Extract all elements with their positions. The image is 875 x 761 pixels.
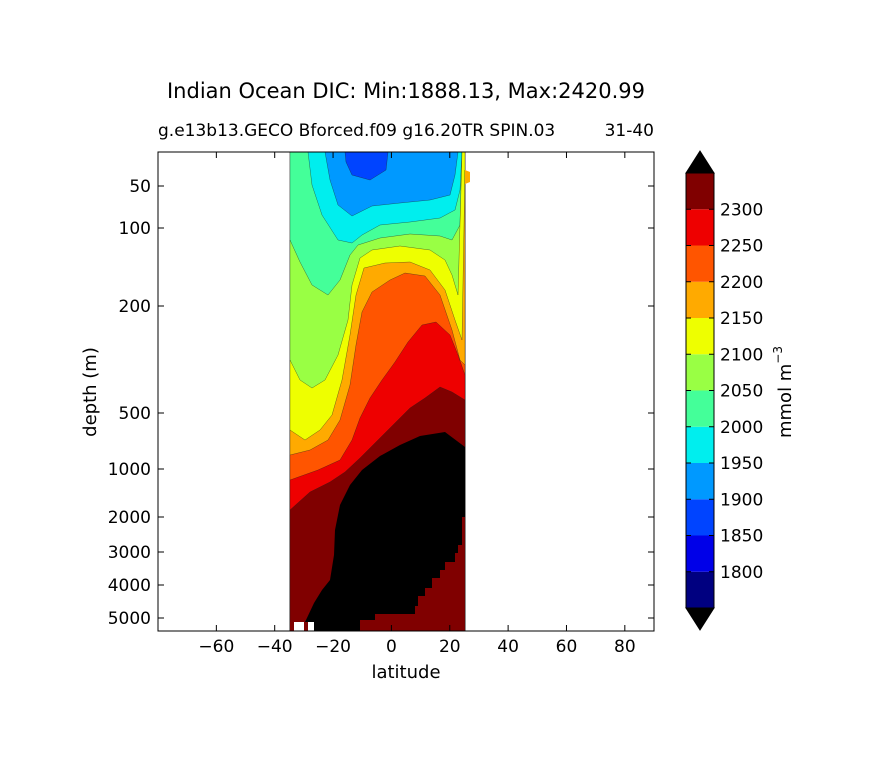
x-ticks: −60 −40 −20 0 20 40 60 80 <box>198 152 636 657</box>
bottom-edge <box>290 622 294 631</box>
x-tick-label: −20 <box>315 637 351 657</box>
colorbar-swatch-1950 <box>686 426 714 463</box>
colorbar-swatch-2250 <box>686 209 714 246</box>
chart-subtitle: g.e13b13.GECO Bforced.f09 g16.20TR SPIN.… <box>158 121 555 141</box>
colorbar-swatch-1800 <box>686 535 714 572</box>
colorbar-tick-label: 1850 <box>720 527 763 547</box>
y-axis-label: depth (m) <box>80 347 101 437</box>
colorbar-label: mmol m−3 <box>771 346 796 438</box>
x-tick-label: 60 <box>556 637 578 657</box>
y-tick-label: 200 <box>119 297 151 317</box>
colorbar-extend-under <box>685 607 715 631</box>
chart-title: Indian Ocean DIC: Min:1888.13, Max:2420.… <box>167 79 645 103</box>
colorbar-swatch-1900 <box>686 463 714 500</box>
x-tick-label: 40 <box>497 637 519 657</box>
x-axis-label: latitude <box>371 662 440 683</box>
chart-subtitle-right: 31-40 <box>605 121 654 141</box>
colorbar-tick-label: 1800 <box>720 563 763 583</box>
colorbar-tick-label: 1950 <box>720 454 763 474</box>
colorbar-label-exponent: −3 <box>771 346 785 364</box>
colorbar-tick-label: 2250 <box>720 237 763 257</box>
y-tick-label: 4000 <box>108 576 151 596</box>
colorbar-tick-label: 2050 <box>720 382 763 402</box>
y-tick-label: 5000 <box>108 609 151 629</box>
surface-edge-patch <box>465 170 470 184</box>
colorbar-extend-over <box>685 150 715 174</box>
colorbar-swatch-2200 <box>686 245 714 282</box>
colorbar-tick-label: 2150 <box>720 309 763 329</box>
y-tick-label: 500 <box>119 404 151 424</box>
colorbar-swatch-2100 <box>686 318 714 355</box>
colorbar-tick-label: 2300 <box>720 200 763 220</box>
colorbar: 1800 1850 1900 1950 2000 2050 2100 2150 2200 2250… <box>685 150 763 631</box>
x-tick-label: 80 <box>614 637 636 657</box>
bottom-notch <box>308 622 314 631</box>
bottom-edge <box>304 622 308 631</box>
colorbar-swatch-1750 <box>686 571 714 608</box>
bottom-notch <box>294 622 304 631</box>
colorbar-swatch-2050 <box>686 354 714 391</box>
bathymetry-mask <box>290 170 470 631</box>
y-tick-label: 2000 <box>108 508 151 528</box>
colorbar-swatch-2150 <box>686 281 714 318</box>
colorbar-label-text: mmol m <box>775 364 796 438</box>
colorbar-swatch-2000 <box>686 390 714 427</box>
y-tick-label: 100 <box>119 219 151 239</box>
x-tick-label: −40 <box>257 637 293 657</box>
plot-area <box>289 152 470 631</box>
y-ticks: 50 100 200 500 1000 2000 3000 4000 5000 <box>108 177 654 629</box>
x-tick-label: 20 <box>439 637 461 657</box>
contour-band-1850 <box>344 152 389 181</box>
colorbar-tick-label: 2100 <box>720 345 763 365</box>
colorbar-tick-label: 2200 <box>720 273 763 293</box>
colorbar-tick-label: 2000 <box>720 418 763 438</box>
y-tick-label: 3000 <box>108 543 151 563</box>
bathymetry-shape <box>300 432 465 631</box>
y-tick-label: 50 <box>129 177 151 197</box>
y-tick-label: 1000 <box>108 460 151 480</box>
colorbar-tick-label: 1900 <box>720 490 763 510</box>
colorbar-swatch-2300 <box>686 173 714 210</box>
x-tick-label: 0 <box>386 637 397 657</box>
plot-frame <box>157 151 655 632</box>
x-tick-label: −60 <box>198 637 234 657</box>
colorbar-swatch-1850 <box>686 499 714 536</box>
